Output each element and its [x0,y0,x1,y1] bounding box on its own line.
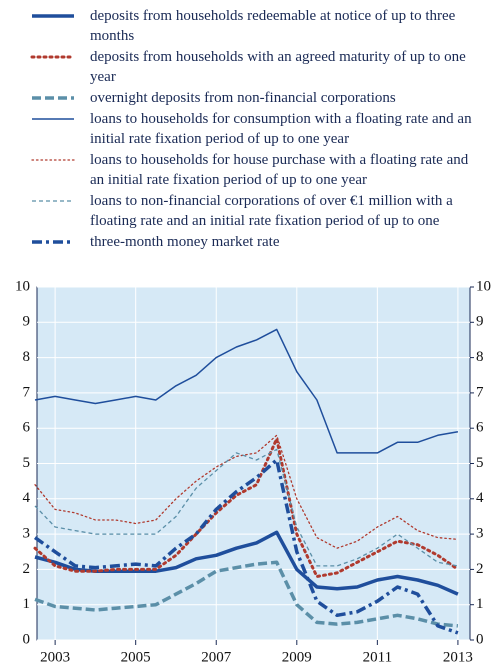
x-tick-label: 2007 [201,649,232,665]
y2-tick-label: 10 [476,278,491,294]
x-tick-label: 2009 [282,649,312,665]
y2-tick-label: 6 [476,420,484,436]
legend-swatch [32,14,74,18]
series-line [33,437,460,578]
series-line [33,458,459,635]
legend-label: loans to households for house purchase w… [90,152,469,188]
y2-tick-label: 1 [476,596,484,612]
series-line [34,434,459,549]
x-tick-label: 2011 [363,649,392,665]
y-tick-label: 7 [23,384,31,400]
y-tick-label: 3 [23,526,31,542]
y-tick-label: 2 [23,561,31,577]
legend-entry: loans to households for consumption with… [0,109,494,149]
x-tick-label: 2003 [40,649,70,665]
legend-label: deposits from households redeemable at n… [90,8,456,44]
y-tick-label: 5 [23,455,31,471]
y2-tick-label: 2 [476,561,484,577]
legend-entry: loans to non-financial corporations of o… [0,191,494,231]
y2-tick-label: 0 [476,631,484,647]
y2-tick-label: 4 [476,490,484,506]
legend-entry: three-month money market rate [0,232,494,252]
y-tick-label: 1 [23,596,31,612]
legend-entry: deposits from households redeemable at n… [0,6,494,46]
y-tick-label: 6 [23,420,31,436]
y-tick-label: 0 [23,631,31,647]
legend-swatch [30,55,76,59]
x-tick-label: 2005 [121,649,151,665]
y-tick-label: 8 [23,349,31,365]
legend-entry: loans to households for house purchase w… [0,150,494,190]
legend-swatch [32,118,74,120]
legend-label: overnight deposits from non-financial co… [90,90,396,106]
legend-entry: overnight deposits from non-financial co… [0,88,494,108]
legend-entry: deposits from households with an agreed … [0,47,494,87]
y-tick-label: 10 [15,278,30,294]
legend-swatch [32,200,74,202]
legend-label: loans to households for consumption with… [90,111,472,147]
y2-tick-label: 9 [476,314,484,330]
y2-tick-label: 3 [476,526,484,542]
y2-tick-label: 5 [476,455,484,471]
y-tick-label: 4 [23,490,31,506]
legend-swatch [31,159,75,161]
y2-tick-label: 7 [476,384,484,400]
legend-label: deposits from households with an agreed … [90,49,466,85]
y2-tick-label: 8 [476,349,484,365]
series-line [34,328,459,454]
legend-swatch [32,240,74,244]
series-line [34,560,459,628]
legend-swatch [32,96,74,100]
series-line [34,448,459,567]
y-tick-label: 9 [23,314,31,330]
legend-label: loans to non-financial corporations of o… [90,193,453,229]
legend-label: three-month money market rate [90,234,280,250]
legend: deposits from households redeemable at n… [0,6,494,253]
x-tick-label: 2013 [443,649,473,665]
